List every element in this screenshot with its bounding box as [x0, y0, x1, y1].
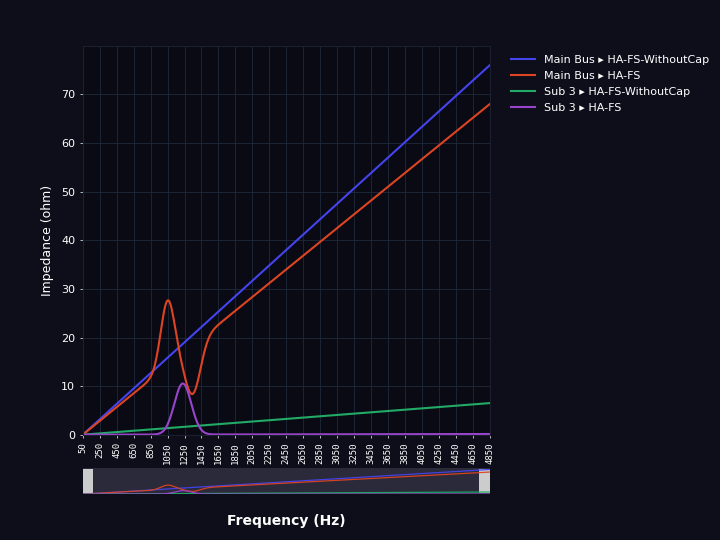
Text: Frequency (Hz): Frequency (Hz)	[227, 514, 346, 528]
Sub 3 ▸ HA-FS-WithoutCap	[78, 431, 87, 438]
Main Bus ▸ HA-FS-WithoutCap	[188, 332, 197, 339]
Legend: Main Bus ▸ HA-FS-WithoutCap, Main Bus ▸ HA-FS, Sub 3 ▸ HA-FS-WithoutCap, Sub 3 ▸: Main Bus ▸ HA-FS-WithoutCap, Main Bus ▸ …	[508, 51, 713, 117]
Line: Sub 3 ▸ HA-FS: Sub 3 ▸ HA-FS	[83, 383, 494, 435]
Y-axis label: Impedance (ohm): Impedance (ohm)	[41, 185, 54, 296]
Main Bus ▸ HA-FS	[156, 328, 165, 335]
Sub 3 ▸ HA-FS-WithoutCap	[188, 423, 197, 429]
Main Bus ▸ HA-FS-WithoutCap	[155, 362, 163, 369]
Sub 3 ▸ HA-FS	[175, 384, 184, 390]
Sub 3 ▸ HA-FS	[154, 430, 163, 437]
Main Bus ▸ HA-FS-WithoutCap	[156, 361, 165, 367]
Main Bus ▸ HA-FS	[175, 349, 184, 355]
Sub 3 ▸ HA-FS-WithoutCap	[175, 424, 184, 430]
Main Bus ▸ HA-FS	[155, 340, 163, 346]
Main Bus ▸ HA-FS-WithoutCap	[78, 431, 87, 438]
Sub 3 ▸ HA-FS	[156, 430, 165, 436]
Sub 3 ▸ HA-FS	[155, 430, 163, 437]
Main Bus ▸ HA-FS	[154, 345, 163, 351]
Line: Main Bus ▸ HA-FS-WithoutCap: Main Bus ▸ HA-FS-WithoutCap	[83, 62, 494, 435]
Main Bus ▸ HA-FS-WithoutCap	[291, 238, 300, 245]
Sub 3 ▸ HA-FS	[490, 431, 498, 437]
Bar	[480, 469, 490, 493]
Sub 3 ▸ HA-FS-WithoutCap	[490, 400, 498, 406]
Main Bus ▸ HA-FS	[291, 259, 300, 265]
Main Bus ▸ HA-FS	[78, 431, 87, 438]
Sub 3 ▸ HA-FS-WithoutCap	[156, 426, 165, 432]
Bar	[83, 469, 93, 493]
Main Bus ▸ HA-FS-WithoutCap	[175, 344, 184, 350]
Main Bus ▸ HA-FS-WithoutCap	[490, 58, 498, 65]
Sub 3 ▸ HA-FS-WithoutCap	[154, 426, 163, 432]
Sub 3 ▸ HA-FS	[179, 380, 187, 387]
Sub 3 ▸ HA-FS	[292, 431, 301, 437]
Main Bus ▸ HA-FS-WithoutCap	[154, 363, 163, 369]
Line: Sub 3 ▸ HA-FS-WithoutCap: Sub 3 ▸ HA-FS-WithoutCap	[83, 403, 494, 435]
Line: Main Bus ▸ HA-FS: Main Bus ▸ HA-FS	[83, 101, 494, 435]
Sub 3 ▸ HA-FS-WithoutCap	[155, 426, 163, 432]
Sub 3 ▸ HA-FS	[189, 407, 197, 413]
Sub 3 ▸ HA-FS	[78, 431, 87, 438]
Main Bus ▸ HA-FS	[490, 98, 498, 104]
Sub 3 ▸ HA-FS-WithoutCap	[291, 415, 300, 421]
Main Bus ▸ HA-FS	[188, 391, 197, 397]
